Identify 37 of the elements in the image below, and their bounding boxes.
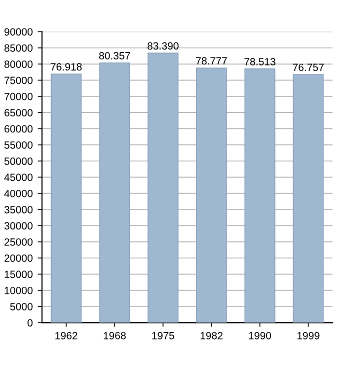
x-tick-label: 1982 (200, 332, 223, 340)
data-label: 83.390 (148, 42, 179, 50)
x-tick-label: 1968 (104, 332, 126, 340)
x-tick-label: 1962 (55, 332, 78, 340)
y-tick-label: 15000 (4, 270, 33, 278)
y-tick-label: 85000 (4, 44, 33, 52)
y-tick-label: 50000 (4, 158, 33, 165)
data-label: 78.513 (244, 58, 276, 66)
y-tick-label: 5000 (10, 302, 33, 310)
data-label: 80.357 (99, 52, 130, 60)
y-tick-label: 25000 (4, 238, 33, 246)
bar (244, 68, 276, 323)
y-tick-label: 55000 (4, 141, 33, 149)
y-tick-label: 30000 (4, 222, 33, 230)
y-tick-label: 40000 (4, 190, 33, 198)
y-tick-label: 35000 (4, 206, 33, 214)
y-tick-label: 10000 (4, 286, 33, 294)
y-tick-label: 20000 (4, 254, 33, 262)
bar (196, 68, 227, 323)
data-label: 78.777 (196, 57, 227, 65)
y-tick-label: 70000 (4, 92, 33, 100)
bar (292, 74, 324, 323)
bar (99, 62, 130, 323)
y-tick-label: 65000 (4, 109, 33, 116)
y-tick-label: 45000 (4, 174, 33, 182)
x-tick-label: 1999 (298, 332, 320, 340)
y-tick-label: 75000 (4, 76, 33, 84)
x-tick-label: 1990 (249, 332, 272, 340)
data-label: 76.918 (50, 63, 82, 71)
x-tick-label: 1975 (152, 332, 174, 340)
data-label: 76.757 (292, 64, 324, 72)
bar (50, 74, 82, 323)
y-tick-label: 90000 (4, 28, 33, 36)
y-tick-label: 80000 (4, 60, 33, 68)
bar (148, 52, 178, 323)
y-tick-label: 0 (28, 319, 33, 327)
y-tick-label: 60000 (4, 125, 33, 133)
